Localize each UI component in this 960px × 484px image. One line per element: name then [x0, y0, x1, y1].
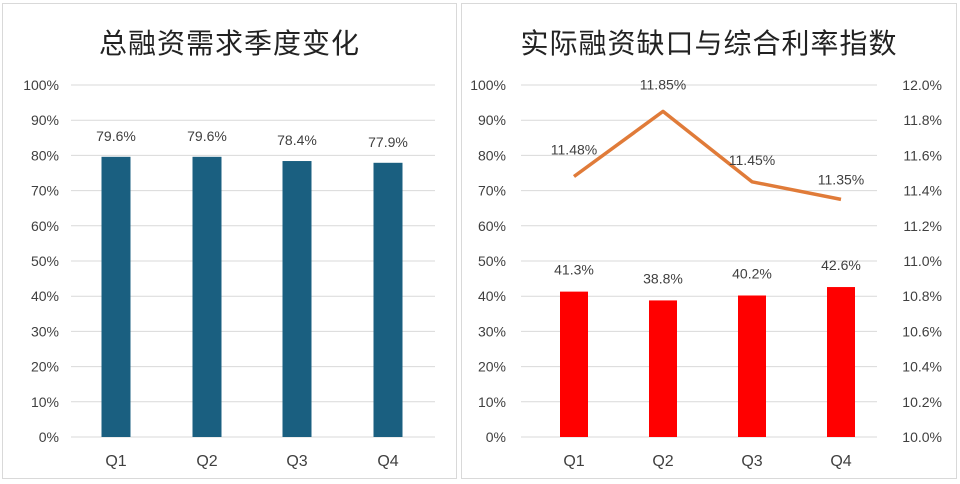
x-axis-category: Q2: [196, 453, 217, 470]
x-axis-category: Q1: [105, 453, 126, 470]
y2-axis-tick: 10.0%: [902, 429, 942, 445]
data-label: 77.9%: [368, 134, 408, 150]
bar-data-label: 42.6%: [821, 257, 861, 273]
bar-q3: [282, 161, 312, 438]
combo-chart-gap-and-rate: 0% 10.0% 10% 10.2% 20% 10.4% 30% 10.6% 40% 10.8% 5…: [470, 76, 942, 470]
x-axis-category: Q3: [741, 453, 762, 470]
bar-q2: [192, 156, 222, 438]
line-data-label: 11.35%: [818, 171, 864, 187]
y-axis-tick: 60%: [478, 218, 506, 234]
bar-q4: [827, 287, 855, 437]
chart-panel-financing-gap-rate: 实际融资缺口与综合利率指数 0% 10.0% 10% 10.2% 20% 10.4% 30%…: [461, 3, 957, 479]
x-axis-category: Q2: [652, 453, 673, 470]
rate-index-line: [572, 109, 842, 202]
y-axis-tick: 30%: [478, 323, 506, 339]
data-label: 79.6%: [187, 128, 227, 144]
data-label: 78.4%: [277, 132, 317, 148]
x-axis-category: Q1: [563, 453, 584, 470]
y-axis-tick: 20%: [31, 359, 59, 375]
y-axis-tick: 10%: [478, 394, 506, 410]
y-axis-tick: 0%: [39, 429, 59, 445]
y2-axis-tick: 10.2%: [902, 394, 942, 410]
y-axis-tick: 90%: [478, 112, 506, 128]
y-axis-tick: 50%: [31, 253, 59, 269]
y-axis-tick: 80%: [478, 147, 506, 163]
y-axis-tick: 100%: [470, 77, 506, 93]
y-axis-tick: 100%: [23, 77, 59, 93]
line-data-label: 11.45%: [729, 152, 775, 168]
y-axis-tick: 40%: [31, 288, 59, 304]
x-axis-category: Q3: [286, 453, 307, 470]
y2-axis-tick: 10.4%: [902, 359, 942, 375]
y-axis-tick: 10%: [31, 394, 59, 410]
y-axis-tick: 70%: [478, 183, 506, 199]
bar-data-label: 41.3%: [554, 262, 594, 278]
line-data-label: 11.85%: [640, 76, 686, 92]
bar-q1: [101, 156, 131, 438]
y2-axis-tick: 11.2%: [903, 218, 942, 234]
bar-data-label: 38.8%: [643, 270, 683, 286]
y-axis-tick: 50%: [478, 253, 506, 269]
y-axis-tick: 90%: [31, 112, 59, 128]
x-axis-category: Q4: [377, 453, 398, 470]
chart-title: 总融资需求季度变化: [98, 28, 360, 59]
bar-chart-total-financing: 0% 10% 20% 30% 40% 50% 60% 70% 80% 90% 100% 79.6% Q1…: [23, 77, 435, 470]
data-label: 79.6%: [96, 128, 136, 144]
bar-q1: [560, 291, 588, 437]
x-axis-category: Q4: [830, 453, 851, 470]
bar-q2: [649, 300, 677, 437]
y-axis-tick: 40%: [478, 288, 506, 304]
y2-axis-tick: 11.8%: [903, 112, 942, 128]
y2-axis-tick: 10.6%: [902, 323, 942, 339]
line-data-label: 11.48%: [551, 142, 597, 158]
y-axis-tick: 30%: [31, 323, 59, 339]
y2-axis-tick: 11.0%: [903, 253, 942, 269]
y2-axis-tick: 12.0%: [902, 77, 942, 93]
y2-axis-tick: 11.4%: [903, 183, 942, 199]
y2-axis-tick: 10.8%: [902, 288, 942, 304]
y-axis-tick: 0%: [486, 429, 506, 445]
chart-title: 实际融资缺口与综合利率指数: [520, 28, 898, 59]
y2-axis-tick: 11.6%: [903, 147, 942, 163]
y-axis-tick: 60%: [31, 218, 59, 234]
bar-q3: [738, 295, 766, 437]
y-axis-tick: 80%: [31, 147, 59, 163]
bar-q4: [373, 162, 403, 438]
chart-panel-total-financing-demand: 总融资需求季度变化 0% 10% 20% 30% 40% 50% 60% 70% 80% 90% 1…: [2, 3, 457, 479]
bar-data-label: 40.2%: [732, 265, 772, 281]
y-axis-tick: 20%: [478, 359, 506, 375]
y-axis-tick: 70%: [31, 183, 59, 199]
